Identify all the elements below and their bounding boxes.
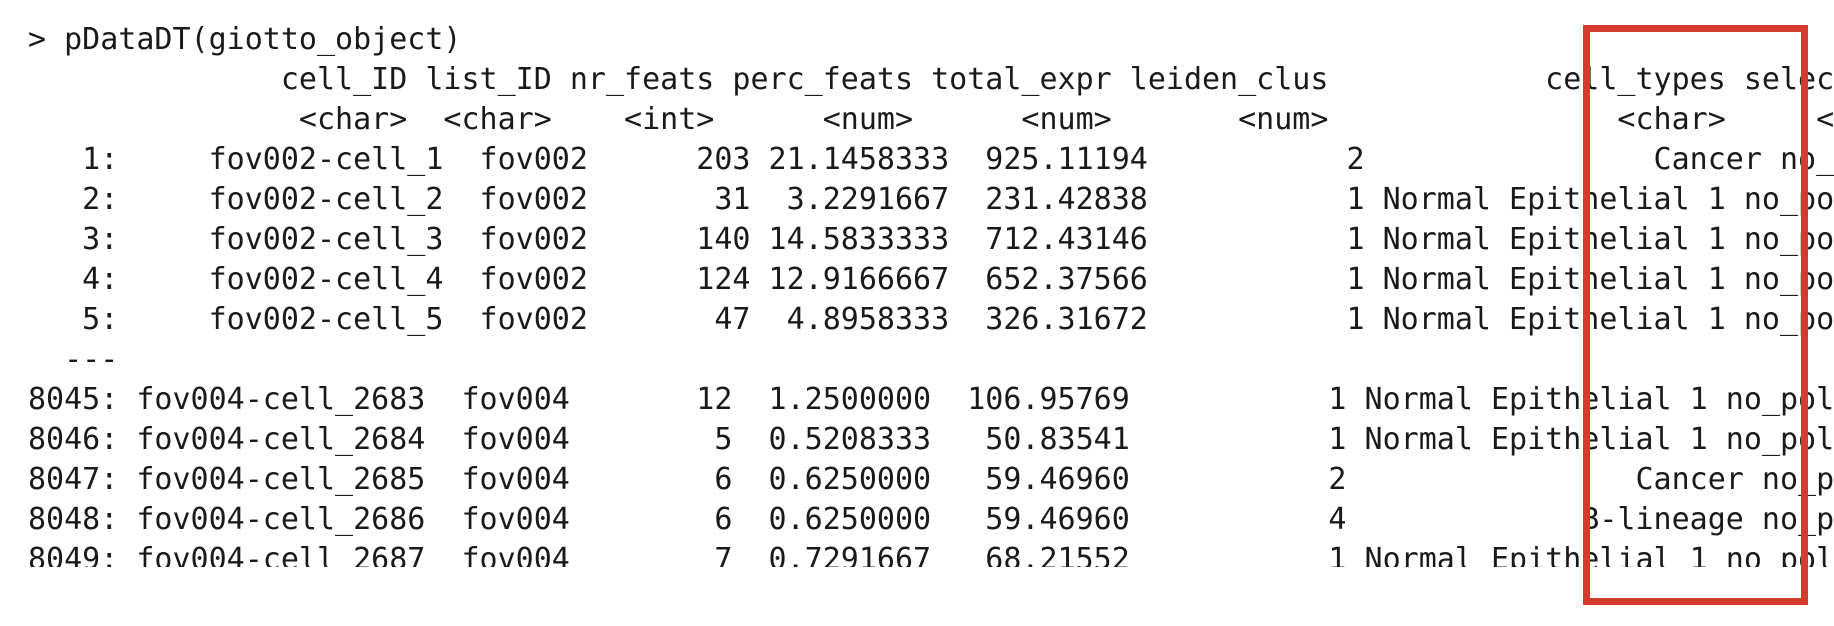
table-header-types: <char> <char> <int> <num> <num> <num> <c… — [28, 102, 1834, 137]
console-command: > pDataDT(giotto_object) — [28, 22, 462, 57]
table-row: 8045: fov004-cell_2683 fov004 12 1.25000… — [28, 382, 1834, 417]
table-row: 8047: fov004-cell_2685 fov004 6 0.625000… — [28, 462, 1834, 497]
table-header-names: cell_ID list_ID nr_feats perc_feats tota… — [28, 62, 1834, 97]
table-row: 8046: fov004-cell_2684 fov004 5 0.520833… — [28, 422, 1834, 457]
table-row: 2: fov002-cell_2 fov002 31 3.2291667 231… — [28, 182, 1834, 217]
table-row: 5: fov002-cell_5 fov002 47 4.8958333 326… — [28, 302, 1834, 337]
row-ellipsis: --- — [28, 342, 119, 377]
table-row-partial: 8049: fov004-cell_2687 fov004 7 0.729166… — [28, 542, 1834, 567]
table-row: 4: fov002-cell_4 fov002 124 12.9166667 6… — [28, 262, 1834, 297]
table-row: 3: fov002-cell_3 fov002 140 14.5833333 7… — [28, 222, 1834, 257]
table-row: 1: fov002-cell_1 fov002 203 21.1458333 9… — [28, 142, 1834, 177]
table-row: 8048: fov004-cell_2686 fov004 6 0.625000… — [28, 502, 1834, 537]
